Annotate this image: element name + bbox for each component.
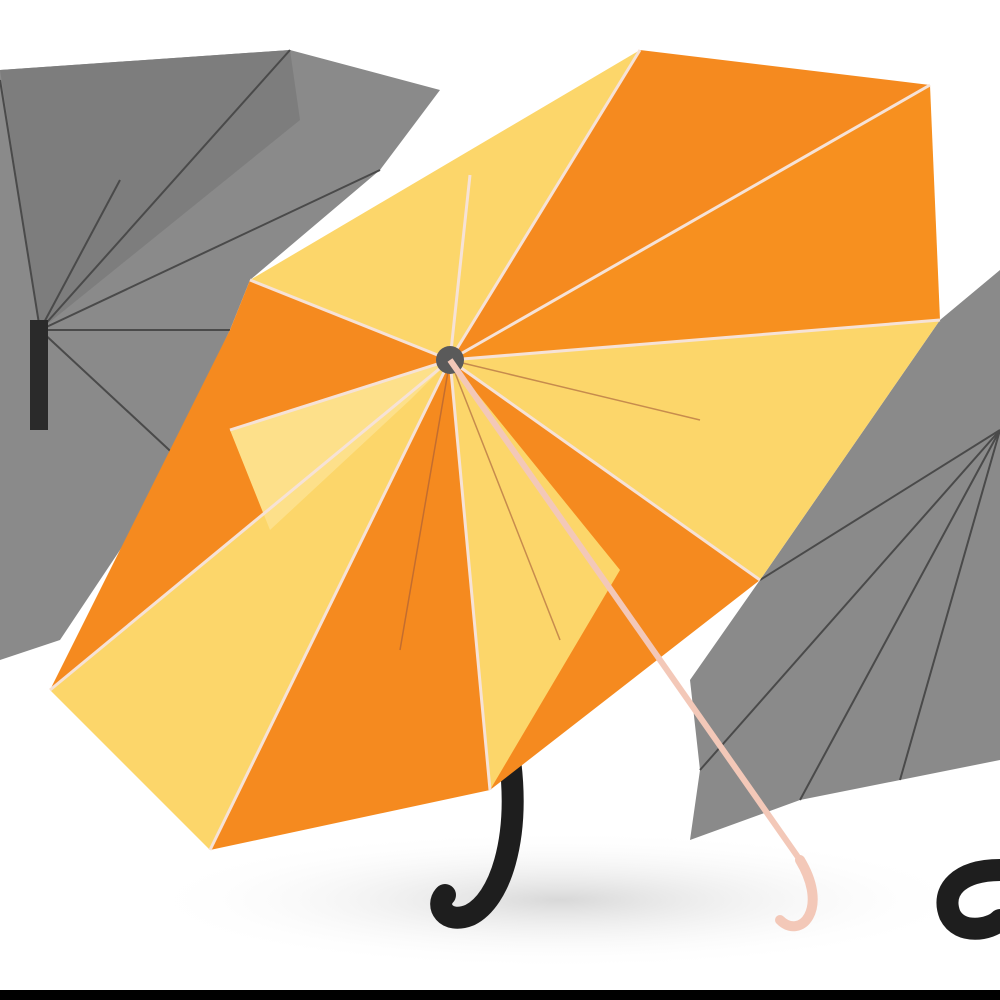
panel-orange-left (50, 280, 450, 690)
grey-umbrella-shaft (30, 320, 48, 430)
panel-orange-top-right (450, 50, 930, 360)
umbrella-handle (775, 855, 818, 932)
panel-yellow-right (450, 320, 940, 580)
umbrella-shaft (447, 358, 803, 862)
floor-shadow (140, 830, 980, 970)
black-handle-right (936, 859, 1000, 940)
bottom-bar (0, 990, 1000, 1000)
grey-umbrella-left (0, 49, 440, 660)
orange-yellow-umbrella (49, 49, 941, 932)
grey-umbrella-right (690, 270, 1000, 940)
panel-yellow-top (250, 50, 640, 360)
panel-orange-bottom (210, 360, 490, 850)
black-handle-center (430, 749, 524, 929)
panel-yellow-left (50, 360, 450, 850)
umbrella-ribs (49, 49, 941, 851)
panel-yellow-inner (230, 360, 450, 530)
